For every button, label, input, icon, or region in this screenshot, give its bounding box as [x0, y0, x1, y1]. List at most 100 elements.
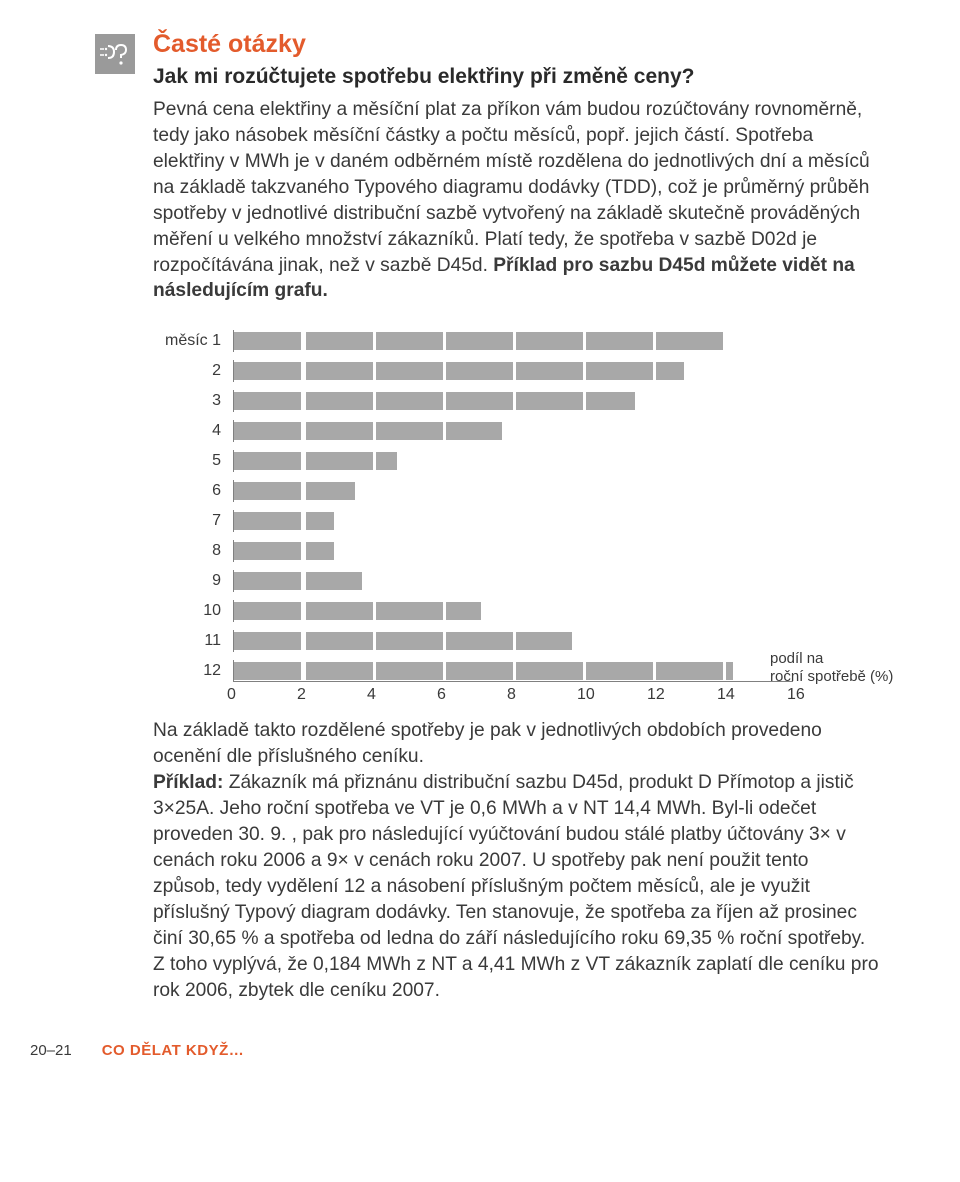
x-tick: 6	[437, 686, 507, 704]
bar-track	[233, 600, 793, 622]
bar-track	[233, 390, 793, 412]
bar-segment	[516, 362, 583, 380]
bar-segment	[234, 452, 301, 470]
bar-segment	[306, 542, 334, 560]
y-axis-label: 3	[153, 392, 225, 410]
y-axis-label: měsíc 1	[153, 332, 225, 350]
bar-segment	[234, 332, 301, 350]
chart-row: 6	[153, 476, 880, 506]
bar-segment	[446, 422, 502, 440]
bar-segment	[376, 392, 443, 410]
bar-segment	[306, 572, 362, 590]
y-axis-label: 4	[153, 422, 225, 440]
x-tick: 12	[647, 686, 717, 704]
bar-segment	[234, 602, 301, 620]
intro-paragraph: Pevná cena elektřiny a měsíční plat za p…	[153, 97, 880, 304]
page-number: 20–21	[30, 1042, 72, 1059]
y-axis-label: 7	[153, 512, 225, 530]
x-tick: 10	[577, 686, 647, 704]
x-tick: 0	[227, 686, 297, 704]
example-text: Zákazník má přiznánu distribuční sazbu D…	[153, 772, 879, 1000]
bar-segment	[306, 422, 373, 440]
plug-question-icon	[95, 34, 135, 74]
chart-row: 2	[153, 356, 880, 386]
bar-track	[233, 360, 793, 382]
bar-segment	[446, 392, 513, 410]
bar-segment	[586, 332, 653, 350]
bar-segment	[306, 632, 373, 650]
y-axis-label: 8	[153, 542, 225, 560]
bar-track	[233, 480, 793, 502]
bar-track	[233, 330, 793, 352]
y-axis-label: 2	[153, 362, 225, 380]
consumption-chart: měsíc 123456789101112 0246810121416 podí…	[153, 326, 880, 704]
bar-segment	[234, 512, 301, 530]
chart-row: 3	[153, 386, 880, 416]
y-axis-label: 9	[153, 572, 225, 590]
chart-row: 10	[153, 596, 880, 626]
bar-segment	[516, 632, 572, 650]
bar-track	[233, 630, 793, 652]
axis-note-line2: roční spotřebě (%)	[770, 668, 893, 685]
y-axis-label: 11	[153, 632, 225, 650]
intro-text: Pevná cena elektřiny a měsíční plat za p…	[153, 99, 870, 276]
chart-row: 8	[153, 536, 880, 566]
bar-segment	[446, 662, 513, 680]
bar-track	[233, 450, 793, 472]
bar-segment	[516, 392, 583, 410]
document-page: Časté otázky Jak mi rozúčtujete spotřebu…	[0, 30, 960, 1004]
bar-track	[233, 570, 793, 592]
explanation-paragraph: Na základě takto rozdělené spotřeby je p…	[153, 718, 880, 1003]
bar-track	[233, 660, 793, 682]
footer-section-title: CO DĚLAT KDYŽ…	[102, 1042, 245, 1059]
bar-segment	[656, 362, 684, 380]
chart-row: 7	[153, 506, 880, 536]
x-tick: 4	[367, 686, 437, 704]
x-tick: 14	[717, 686, 787, 704]
bar-segment	[446, 362, 513, 380]
bar-segment	[234, 362, 301, 380]
x-axis-label: podíl na roční spotřebě (%)	[770, 650, 940, 686]
bar-segment	[234, 482, 301, 500]
x-tick: 2	[297, 686, 367, 704]
bar-segment	[306, 362, 373, 380]
bar-segment	[586, 662, 653, 680]
bar-segment	[234, 422, 301, 440]
bar-segment	[376, 632, 443, 650]
bar-segment	[586, 392, 635, 410]
x-axis-ticks: 0246810121416	[233, 686, 880, 704]
bar-segment	[306, 452, 373, 470]
y-axis-label: 5	[153, 452, 225, 470]
bar-segment	[516, 662, 583, 680]
example-label: Příklad:	[153, 772, 223, 793]
page-footer: 20–21 CO DĚLAT KDYŽ…	[0, 1042, 960, 1079]
bar-segment	[376, 452, 397, 470]
bar-segment	[726, 662, 733, 680]
bar-segment	[234, 632, 301, 650]
y-axis-label: 6	[153, 482, 225, 500]
bar-segment	[656, 332, 723, 350]
bar-segment	[234, 392, 301, 410]
bar-segment	[446, 332, 513, 350]
faq-title: Časté otázky	[153, 30, 880, 59]
bar-segment	[306, 332, 373, 350]
bar-segment	[516, 332, 583, 350]
bar-segment	[586, 362, 653, 380]
chart-row: 5	[153, 446, 880, 476]
question-heading: Jak mi rozúčtujete spotřebu elektřiny př…	[153, 65, 880, 89]
bar-segment	[306, 512, 334, 530]
explanation-intro: Na základě takto rozdělené spotřeby je p…	[153, 720, 822, 767]
bar-segment	[234, 662, 301, 680]
bar-track	[233, 420, 793, 442]
bar-segment	[306, 602, 373, 620]
chart-row: 9	[153, 566, 880, 596]
bar-segment	[446, 632, 513, 650]
x-tick: 16	[787, 686, 857, 704]
x-tick: 8	[507, 686, 577, 704]
y-axis-label: 10	[153, 602, 225, 620]
axis-note-line1: podíl na	[770, 650, 823, 667]
bar-segment	[656, 662, 723, 680]
bar-segment	[376, 332, 443, 350]
bar-segment	[234, 572, 301, 590]
y-axis-label: 12	[153, 662, 225, 680]
